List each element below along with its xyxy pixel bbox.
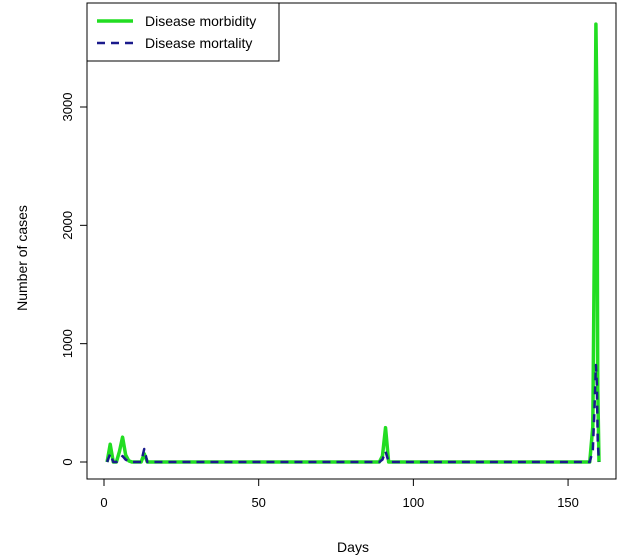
y-tick-label: 2000 xyxy=(60,211,75,240)
y-tick-label: 1000 xyxy=(60,329,75,358)
x-axis-title: Days xyxy=(337,539,369,555)
legend-label: Disease morbidity xyxy=(145,13,256,29)
y-tick-label: 3000 xyxy=(60,93,75,122)
x-tick-label: 50 xyxy=(251,495,265,510)
axes: 0 50 100 150 0 1000 2000 3000 xyxy=(60,2,617,510)
series-line-morbidity xyxy=(105,22,601,464)
x-tick-label: 100 xyxy=(403,495,425,510)
legend: Disease morbidity Disease mortality xyxy=(86,2,280,62)
y-axis-title: Number of cases xyxy=(14,205,30,311)
y-tick-label: 0 xyxy=(60,458,75,465)
series-line-mortality xyxy=(105,363,601,464)
x-tick-label: 150 xyxy=(557,495,579,510)
x-tick-label: 0 xyxy=(100,495,107,510)
legend-label: Disease mortality xyxy=(145,35,252,51)
plot-area xyxy=(105,22,601,464)
plot-frame xyxy=(86,2,617,480)
legend-box xyxy=(86,2,280,62)
